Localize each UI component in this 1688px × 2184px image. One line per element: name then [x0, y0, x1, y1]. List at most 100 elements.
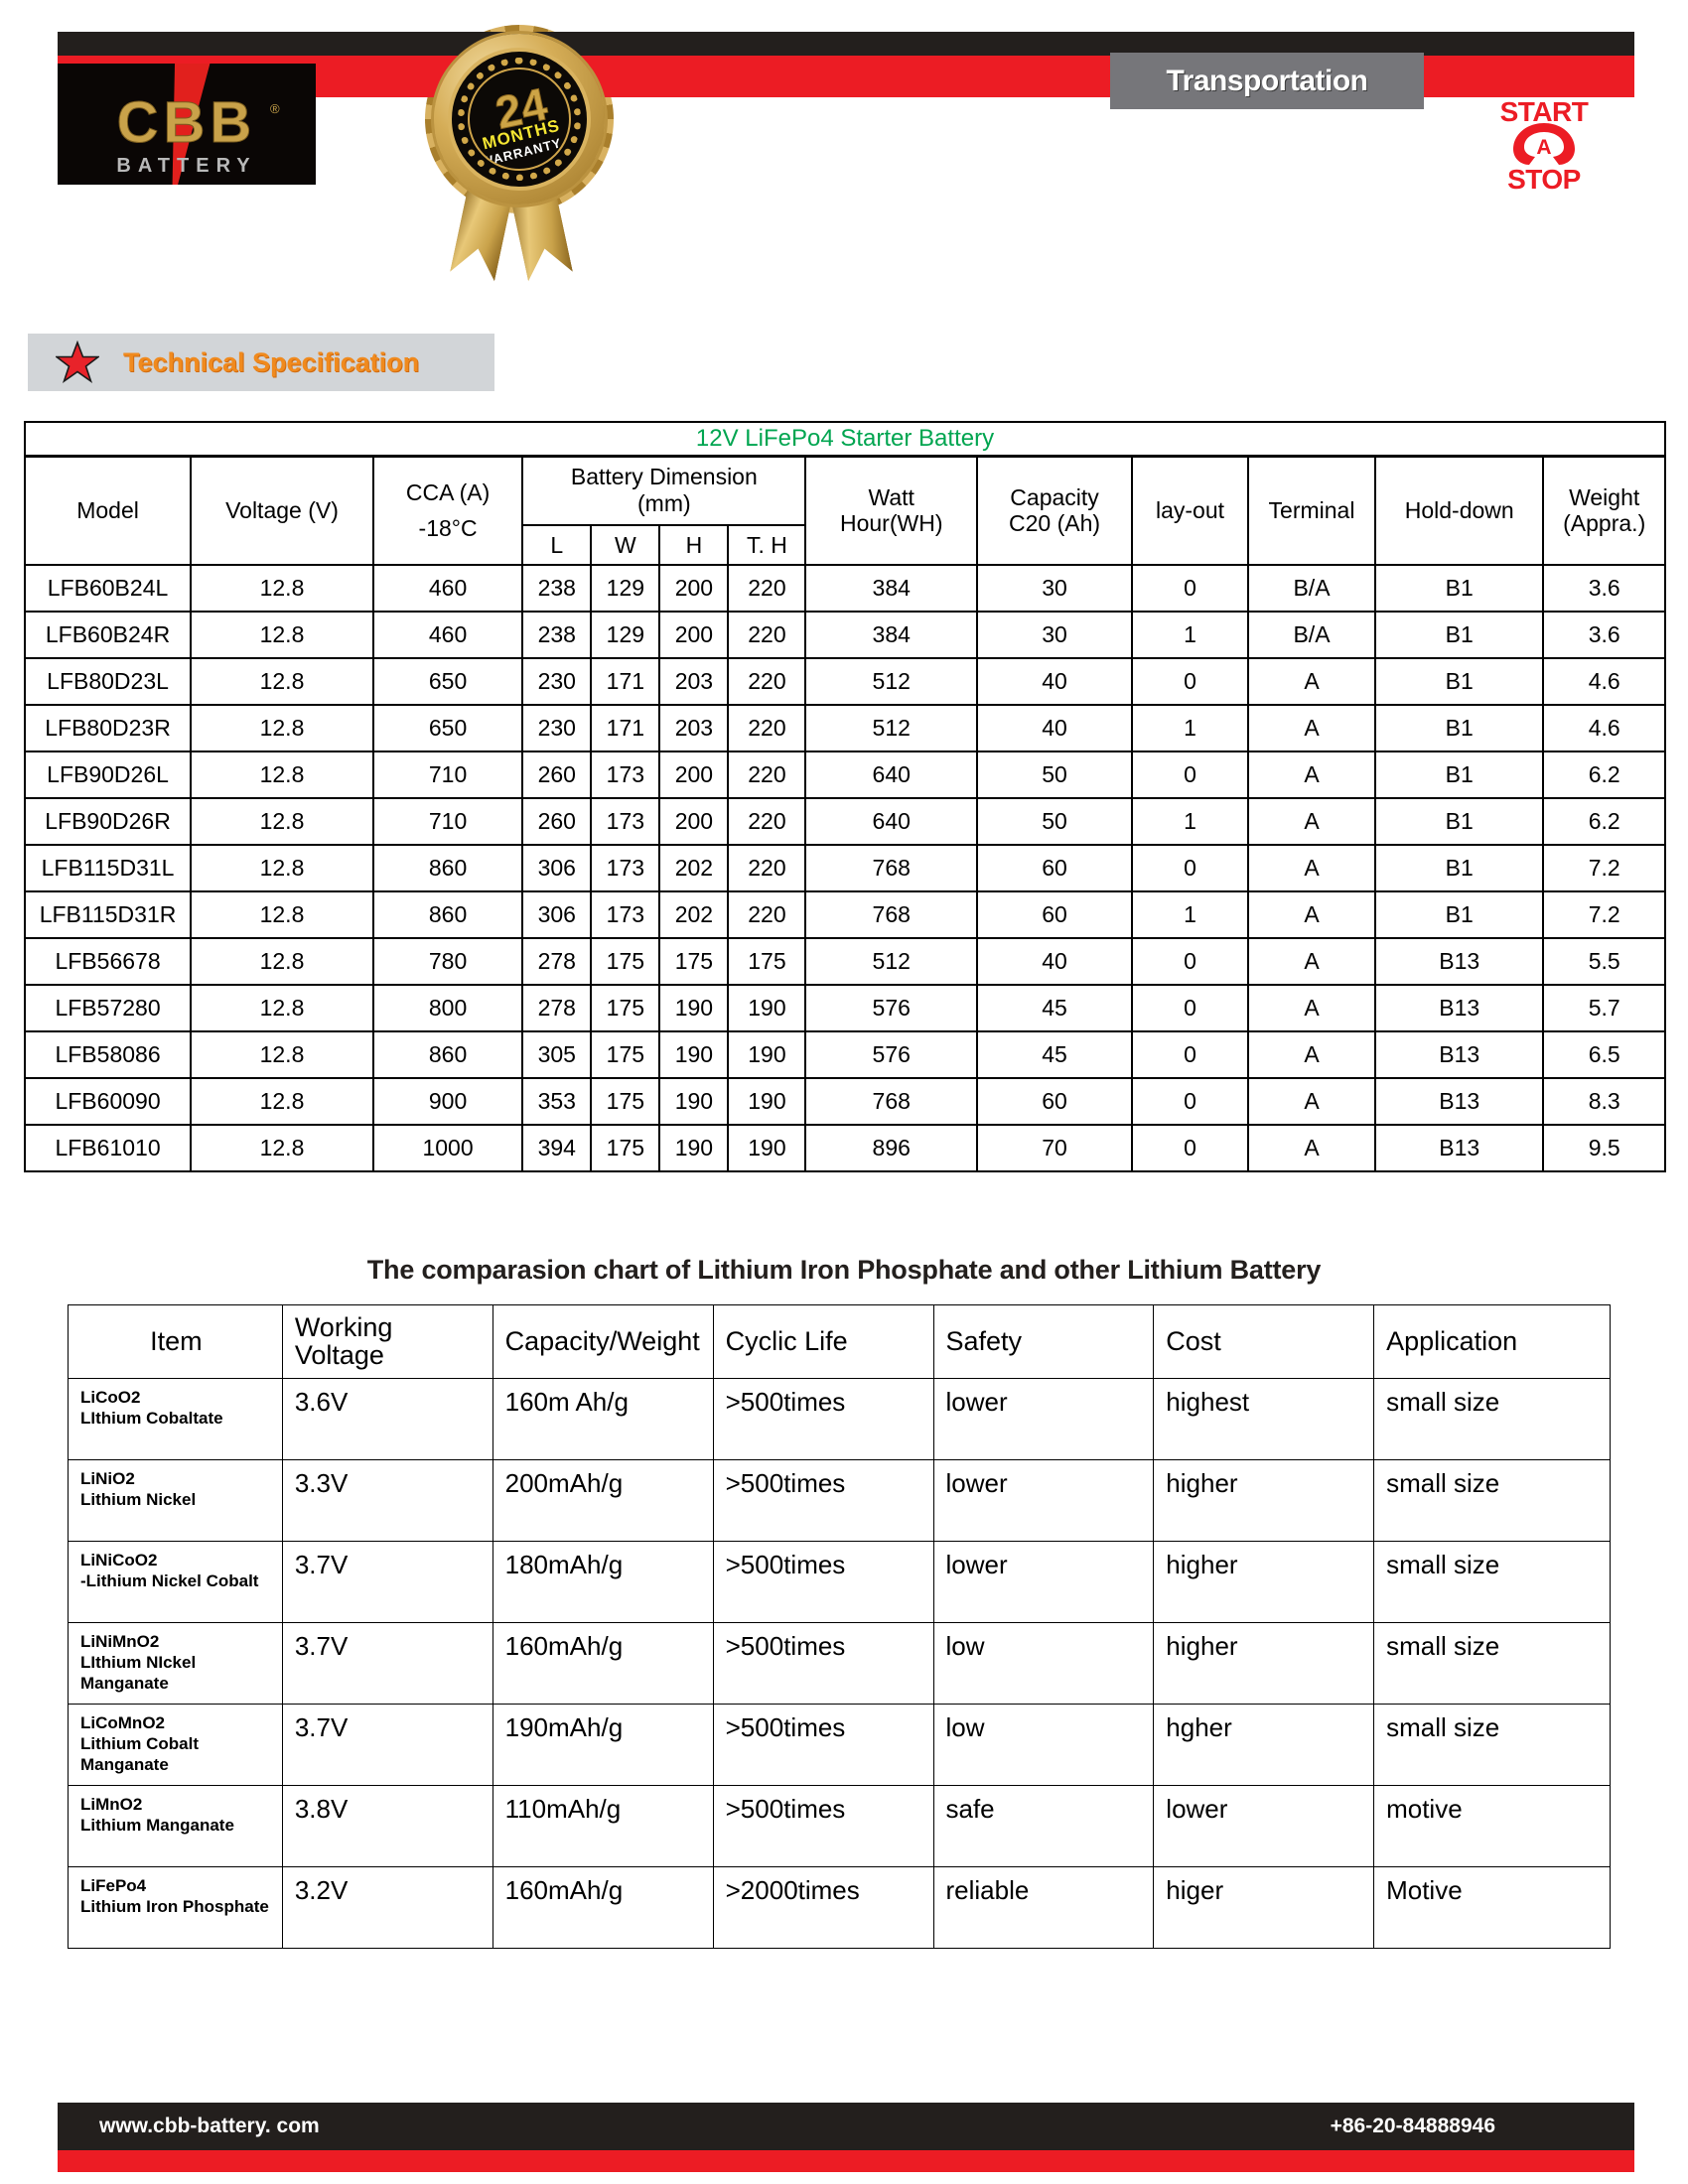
- cell-w: 175: [590, 1077, 661, 1126]
- cell-h: 200: [658, 611, 730, 659]
- cell-l: 305: [521, 1030, 593, 1079]
- footer-website[interactable]: www.cbb-battery. com: [99, 2115, 320, 2137]
- cell-terminal: B/A: [1246, 564, 1377, 613]
- col-header-dim-th: T. H: [727, 524, 807, 566]
- comp-col-header-safety: Safety: [932, 1304, 1155, 1379]
- stop-label: STOP: [1507, 164, 1581, 195]
- seal-star-ring-icon: [458, 58, 581, 181]
- cell-l: 230: [521, 704, 593, 752]
- cell-cca: 650: [371, 704, 524, 752]
- cell-terminal: A: [1246, 751, 1377, 799]
- cell-holddown: B1: [1374, 751, 1545, 799]
- specification-table: 12V LiFePo4 Starter Battery Model Voltag…: [23, 421, 1666, 1172]
- cell-working-voltage: 3.7V: [281, 1621, 493, 1705]
- col-header-holddown: Hold-down: [1374, 455, 1545, 566]
- item-name: Lithium Manganate: [80, 1815, 234, 1835]
- cell-wh: 576: [804, 1030, 979, 1079]
- cell-th: 190: [727, 1030, 807, 1079]
- cbb-logo: CBB ® BATTERY: [58, 64, 316, 185]
- cell-working-voltage: 3.7V: [281, 1540, 493, 1623]
- cell-wh: 768: [804, 844, 979, 892]
- cell-cyclic-life: >500times: [712, 1458, 934, 1542]
- cca-line-1: CCA (A): [405, 478, 491, 505]
- item-name: -Lithium Nickel Cobalt: [80, 1570, 259, 1590]
- cell-cap: 45: [976, 984, 1134, 1032]
- cell-terminal: A: [1246, 797, 1377, 846]
- col-header-voltage: Voltage (V): [190, 455, 374, 566]
- cell-h: 200: [658, 564, 730, 613]
- cell-cap: 50: [976, 797, 1134, 846]
- cell-cca: 860: [371, 890, 524, 939]
- capacity-line-1: Capacity: [1010, 483, 1099, 510]
- cell-voltage: 12.8: [190, 984, 374, 1032]
- start-stop-logo: START A STOP: [1460, 96, 1628, 194]
- cell-cyclic-life: >500times: [712, 1540, 934, 1623]
- cell-safety: lower: [932, 1458, 1155, 1542]
- cell-model: LFB80D23L: [23, 657, 193, 706]
- cell-cost: highest: [1153, 1377, 1375, 1460]
- category-label: Transportation: [1166, 64, 1368, 97]
- cell-voltage: 12.8: [190, 937, 374, 986]
- item-name: LIthium NIckel Manganate: [80, 1652, 197, 1694]
- cell-cap: 60: [976, 890, 1134, 939]
- cell-cca: 710: [371, 751, 524, 799]
- dimension-line-2: (mm): [637, 490, 691, 517]
- cell-item: LiNiMnO2 LIthium NIckel Manganate: [68, 1621, 283, 1705]
- cell-model: LFB80D23R: [23, 704, 193, 752]
- start-label: START: [1499, 96, 1589, 127]
- svg-text:A: A: [1536, 136, 1551, 159]
- cell-h: 202: [658, 844, 730, 892]
- cell-w: 173: [590, 890, 661, 939]
- cell-cca: 800: [371, 984, 524, 1032]
- seal-inner-disc: 24 MONTHS WARRANTY: [468, 68, 571, 171]
- comp-col-header-item: Item: [68, 1304, 283, 1379]
- cell-layout: 1: [1131, 890, 1249, 939]
- comparison-table: Item Working Voltage Capacity/Weight Cyc…: [68, 1304, 1611, 1949]
- cell-holddown: B1: [1374, 704, 1545, 752]
- table-row: LFB56678 12.8 780 278 175 175 175 512 40 0 A B13 5.5: [23, 937, 1666, 986]
- cell-safety: lower: [932, 1540, 1155, 1623]
- cell-cca: 650: [371, 657, 524, 706]
- cell-terminal: A: [1246, 984, 1377, 1032]
- cell-terminal: B/A: [1246, 611, 1377, 659]
- cell-w: 175: [590, 984, 661, 1032]
- star-icon: [54, 340, 101, 384]
- cell-layout: 1: [1131, 704, 1249, 752]
- cell-layout: 0: [1131, 1124, 1249, 1172]
- cell-terminal: A: [1246, 704, 1377, 752]
- cell-th: 220: [727, 611, 807, 659]
- cell-application: small size: [1373, 1540, 1611, 1623]
- cell-safety: lower: [932, 1377, 1155, 1460]
- cell-voltage: 12.8: [190, 704, 374, 752]
- cell-th: 220: [727, 564, 807, 613]
- item-formula: LiNiO2: [80, 1468, 135, 1488]
- cell-th: 220: [727, 844, 807, 892]
- cell-cap: 60: [976, 1077, 1134, 1126]
- cell-terminal: A: [1246, 1077, 1377, 1126]
- cell-voltage: 12.8: [190, 890, 374, 939]
- cell-model: LFB115D31R: [23, 890, 193, 939]
- table-row: LFB80D23R 12.8 650 230 171 203 220 512 40 1 A B1 4.6: [23, 704, 1666, 752]
- cell-layout: 0: [1131, 751, 1249, 799]
- cell-layout: 0: [1131, 1077, 1249, 1126]
- col-header-model: Model: [23, 455, 193, 566]
- cell-cyclic-life: >500times: [712, 1703, 934, 1786]
- cell-voltage: 12.8: [190, 797, 374, 846]
- cell-th: 220: [727, 797, 807, 846]
- table-row: LiCoMnO2 Lithium Cobalt Manganate 3.7V 190m…: [68, 1703, 1611, 1786]
- cell-weight: 6.2: [1542, 751, 1666, 799]
- warranty-seal: 24 MONTHS WARRANTY: [412, 25, 660, 273]
- cell-l: 394: [521, 1124, 593, 1172]
- cell-l: 306: [521, 890, 593, 939]
- cell-terminal: A: [1246, 1030, 1377, 1079]
- cell-h: 202: [658, 890, 730, 939]
- cell-w: 173: [590, 797, 661, 846]
- table-row: LiMnO2 Lithium Manganate 3.8V 110mAh/g >500t…: [68, 1784, 1611, 1867]
- capacity-line-2: C20 (Ah): [1009, 510, 1101, 537]
- col-header-dimension: Battery Dimension (mm): [521, 455, 807, 526]
- cell-wh: 640: [804, 751, 979, 799]
- table-row: LFB115D31L 12.8 860 306 173 202 220 768 60 0 A B1 7.…: [23, 844, 1666, 892]
- cell-h: 190: [658, 984, 730, 1032]
- cell-wh: 896: [804, 1124, 979, 1172]
- cell-model: LFB60B24R: [23, 611, 193, 659]
